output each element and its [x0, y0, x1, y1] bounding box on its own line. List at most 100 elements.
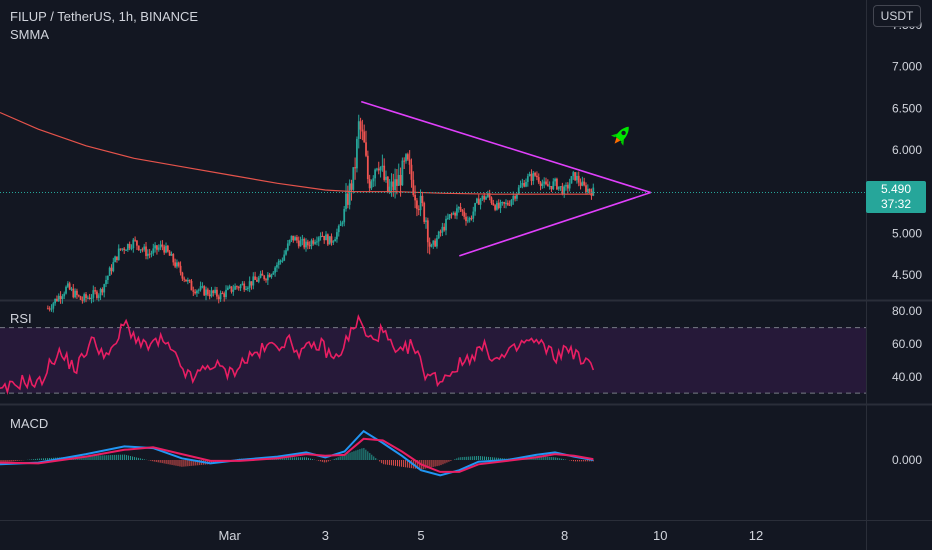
- macd-indicator-label[interactable]: MACD: [10, 416, 49, 431]
- candle-body: [512, 196, 515, 201]
- candle-body: [592, 187, 595, 196]
- time-tick-label: 3: [322, 528, 329, 543]
- candle-body: [103, 284, 106, 293]
- candle-body: [532, 172, 535, 181]
- candle-body: [432, 240, 435, 245]
- triangle-trendline: [459, 191, 651, 257]
- candle-body: [568, 183, 571, 189]
- candle-body: [470, 217, 473, 219]
- candle-body: [112, 262, 115, 272]
- candle-body: [428, 242, 431, 247]
- candle-body: [234, 286, 237, 290]
- candle-body: [90, 297, 93, 300]
- candle-body: [517, 187, 520, 194]
- currency-button[interactable]: USDT: [873, 5, 921, 27]
- candle-body: [439, 231, 442, 233]
- candle-body: [272, 272, 275, 275]
- candle-body: [332, 241, 335, 243]
- candle-body: [554, 178, 557, 182]
- candle-body: [421, 195, 424, 204]
- candle-body: [534, 172, 537, 176]
- macd-line: [0, 429, 594, 477]
- candle-body: [274, 267, 277, 273]
- candle-body: [585, 185, 587, 193]
- candle-body: [368, 179, 371, 189]
- candle-body: [397, 174, 400, 186]
- candle-body: [86, 297, 89, 299]
- candle-body: [132, 239, 135, 249]
- candle-body: [546, 184, 549, 187]
- candle-body: [388, 186, 391, 192]
- bar-countdown: 37:32: [880, 197, 912, 211]
- candle-body: [385, 176, 387, 180]
- candle-body: [246, 287, 249, 290]
- candle-body: [499, 202, 502, 209]
- candle-body: [148, 253, 151, 255]
- candle-body: [383, 165, 386, 180]
- candle-body: [570, 176, 573, 184]
- candle-body: [110, 267, 113, 272]
- symbol-title: FILUP / TetherUS, 1h, BINANCE: [10, 9, 199, 24]
- candle-body: [252, 276, 255, 286]
- rsi-indicator-label[interactable]: RSI: [10, 311, 32, 326]
- candle-body: [50, 308, 53, 310]
- candle-body: [321, 235, 324, 237]
- candle-body: [303, 238, 306, 248]
- candle-body: [516, 193, 518, 199]
- candle-body: [372, 178, 375, 182]
- candle-body: [46, 308, 49, 310]
- candle-body: [65, 286, 67, 294]
- candle-body: [468, 217, 471, 221]
- candle-body: [370, 181, 373, 189]
- candle-body: [288, 240, 291, 244]
- candle-body: [330, 236, 333, 243]
- macd-signal-line: [0, 437, 594, 473]
- candle-body: [68, 283, 71, 290]
- candle-body: [430, 244, 433, 247]
- candle-body: [377, 168, 380, 171]
- candle-body: [126, 243, 129, 250]
- candle-body: [525, 181, 527, 187]
- candle-body: [426, 220, 429, 243]
- candle-body: [479, 199, 482, 205]
- candle-body: [443, 226, 446, 231]
- candle-body: [165, 245, 167, 253]
- last-price-badge: 5.490 37:32: [866, 181, 926, 213]
- candle-body: [376, 168, 378, 170]
- candle-body: [61, 296, 64, 299]
- candle-body: [99, 289, 102, 296]
- candle-body: [134, 239, 137, 241]
- candle-body: [550, 186, 553, 190]
- candle-body: [308, 245, 311, 247]
- candle-body: [54, 298, 57, 304]
- candle-body: [365, 142, 367, 156]
- candle-body: [350, 183, 353, 190]
- candle-body: [212, 290, 215, 294]
- candle-body: [74, 290, 77, 298]
- smma-indicator-label[interactable]: SMMA: [10, 27, 49, 42]
- candle-body: [419, 195, 422, 211]
- candle-body: [208, 294, 211, 297]
- candle-body: [408, 159, 411, 165]
- candle-body: [381, 165, 384, 168]
- candle-body: [539, 182, 542, 186]
- rsi-tick-label: 40.00: [892, 370, 922, 384]
- candle-body: [352, 167, 355, 190]
- candle-body: [96, 291, 98, 298]
- candle-body: [574, 172, 577, 181]
- rocket-icon[interactable]: [608, 123, 634, 149]
- candle-body: [343, 208, 346, 223]
- candle-body: [116, 256, 118, 261]
- candle-body: [152, 248, 155, 254]
- candle-body: [177, 262, 180, 266]
- candle-body: [328, 236, 331, 245]
- candle-body: [79, 296, 82, 300]
- candle-body: [145, 246, 147, 256]
- candle-body: [463, 211, 466, 217]
- smma-line: [0, 111, 594, 195]
- candle-body: [317, 237, 320, 242]
- candle-body: [197, 289, 200, 291]
- candle-body: [297, 240, 300, 247]
- candle-body: [345, 193, 347, 209]
